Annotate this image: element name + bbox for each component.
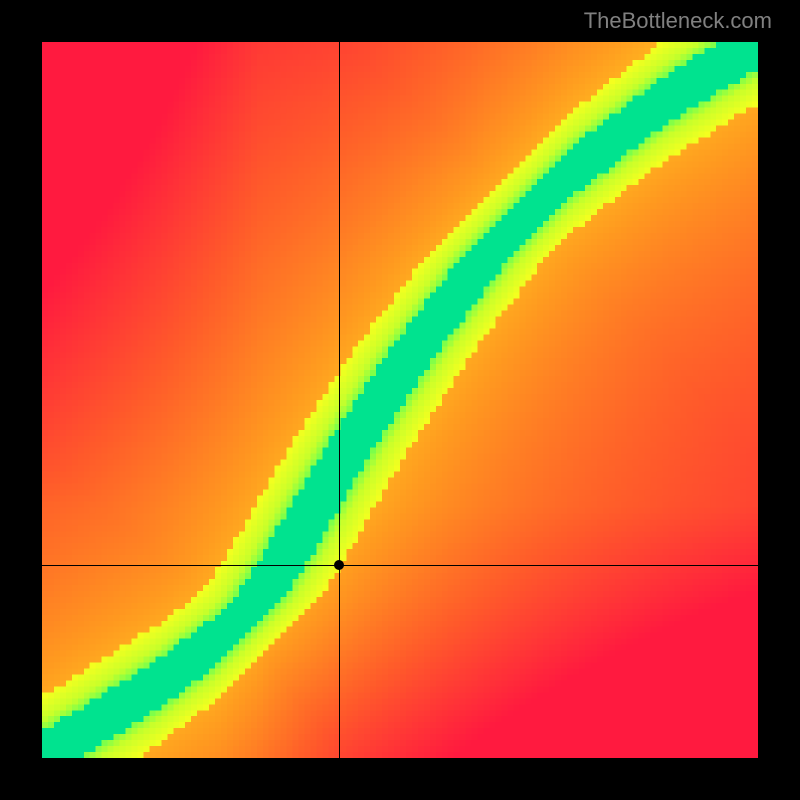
selection-marker <box>334 560 344 570</box>
chart-root: TheBottleneck.com <box>0 0 800 800</box>
bottleneck-heatmap <box>42 42 758 758</box>
crosshair-vertical <box>339 42 340 758</box>
source-watermark: TheBottleneck.com <box>584 8 772 34</box>
crosshair-horizontal <box>42 565 758 566</box>
